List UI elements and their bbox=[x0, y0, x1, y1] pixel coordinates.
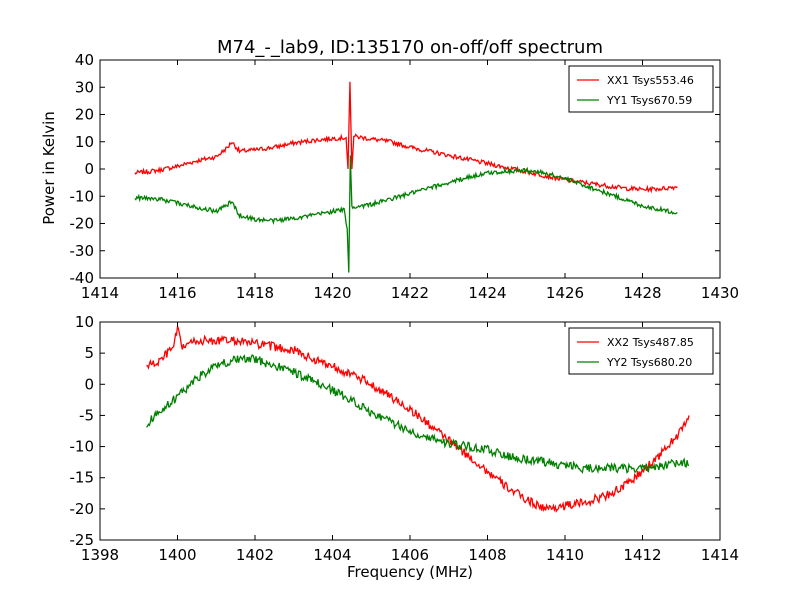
legend-label: YY1 Tsys670.59 bbox=[606, 94, 692, 107]
x-tick-label: 1430 bbox=[701, 284, 739, 302]
x-tick-label: 1414 bbox=[81, 284, 119, 302]
y-tick-label: -10 bbox=[70, 187, 95, 205]
x-tick-label: 1422 bbox=[391, 284, 429, 302]
x-axis-label: Frequency (MHz) bbox=[347, 563, 473, 581]
legend-label: YY2 Tsys680.20 bbox=[606, 356, 692, 369]
legend-box bbox=[568, 327, 714, 375]
y-axis-label: Power in Kelvin bbox=[40, 111, 58, 225]
y-tick-label: -10 bbox=[70, 438, 95, 456]
top-panel: 1414 1416 1418 1420 1422 1424 1426 1428 1430 -40 -… bbox=[70, 51, 740, 302]
x-tick-label: 1424 bbox=[468, 284, 506, 302]
x-tick-label: 1428 bbox=[623, 284, 661, 302]
y-tick-label: 0 bbox=[84, 375, 94, 393]
legend-label: XX2 Tsys487.85 bbox=[607, 336, 694, 349]
y-tick-label: 10 bbox=[75, 313, 94, 331]
y-tick-label: 20 bbox=[75, 106, 94, 124]
x-tick-label: 1400 bbox=[158, 546, 196, 564]
legend-box bbox=[568, 65, 714, 113]
x-tick-label: 1420 bbox=[313, 284, 351, 302]
x-tick-label: 1410 bbox=[546, 546, 584, 564]
y-tick-label: 10 bbox=[75, 133, 94, 151]
y-tick-label: -20 bbox=[70, 215, 95, 233]
x-tick-label: 1402 bbox=[236, 546, 274, 564]
legend: XX1 Tsys553.46 YY1 Tsys670.59 bbox=[568, 65, 714, 113]
y-tick-label: 5 bbox=[84, 344, 94, 362]
series-line-yy1 bbox=[134, 155, 678, 273]
y-tick-label: -40 bbox=[70, 269, 95, 287]
y-tick-label: -30 bbox=[70, 242, 95, 260]
x-tick-label: 1416 bbox=[158, 284, 196, 302]
bottom-panel: 1398 1400 1402 1404 1406 1408 1410 1412 1414 -25 -… bbox=[70, 313, 740, 564]
x-tick-label: 1398 bbox=[81, 546, 119, 564]
x-tick-label: 1418 bbox=[236, 284, 274, 302]
x-tick-label: 1404 bbox=[313, 546, 351, 564]
x-tick-label: 1426 bbox=[546, 284, 584, 302]
y-tick-label: 40 bbox=[75, 51, 94, 69]
x-tick-label: 1412 bbox=[623, 546, 661, 564]
x-tick-label: 1406 bbox=[391, 546, 429, 564]
y-tick-label: 30 bbox=[75, 78, 94, 96]
y-tick-label: 0 bbox=[84, 160, 94, 178]
y-tick-label: -15 bbox=[70, 469, 95, 487]
y-tick-label: -5 bbox=[79, 406, 94, 424]
series-line-yy2 bbox=[146, 354, 690, 474]
y-tick-label: -25 bbox=[70, 531, 95, 549]
series-line-xx2 bbox=[146, 325, 690, 513]
series-line-xx1 bbox=[134, 81, 678, 194]
x-tick-label: 1414 bbox=[701, 546, 739, 564]
y-tick-label: -20 bbox=[70, 500, 95, 518]
legend-label: XX1 Tsys553.46 bbox=[607, 74, 694, 87]
chart-title: M74_-_lab9, ID:135170 on-off/off spectru… bbox=[217, 37, 603, 58]
x-tick-label: 1408 bbox=[468, 546, 506, 564]
legend: XX2 Tsys487.85 YY2 Tsys680.20 bbox=[568, 327, 714, 375]
